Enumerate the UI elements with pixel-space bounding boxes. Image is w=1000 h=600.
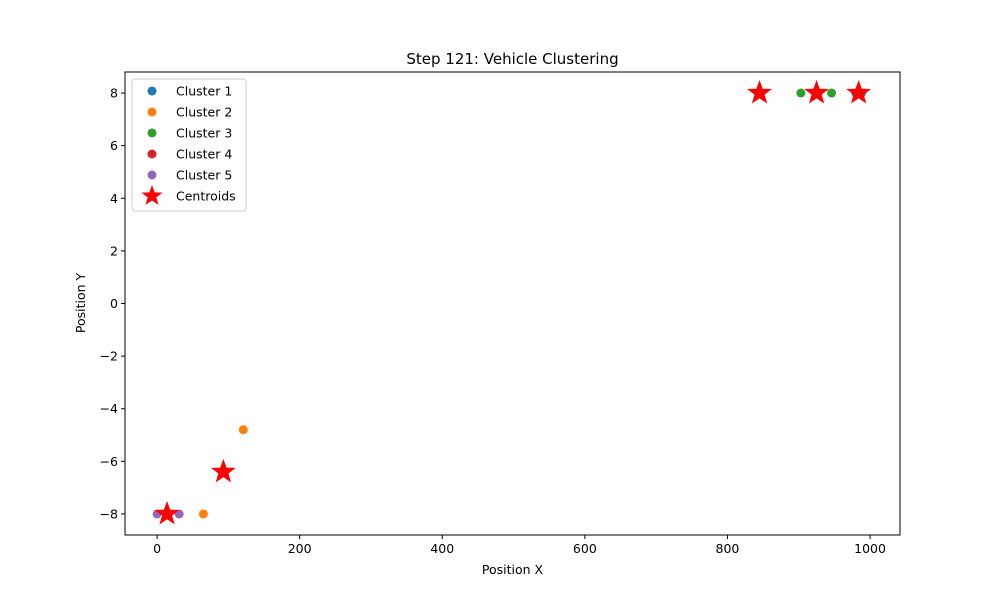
legend-box	[131, 78, 247, 212]
x-tick-label: 0	[153, 541, 161, 556]
legend-marker	[147, 86, 157, 96]
data-point-cluster-3	[796, 88, 806, 98]
legend-marker	[147, 170, 157, 180]
y-tick-label: −8	[100, 506, 118, 521]
y-tick-label: 4	[110, 191, 118, 206]
y-tick-label: 0	[110, 296, 118, 311]
centroid-marker	[211, 458, 236, 483]
legend: Cluster 1 Cluster 2 Cluster 3 Cluster 4 Clus…	[131, 78, 247, 212]
y-tick-label: −2	[100, 349, 118, 364]
x-tick-label: 800	[716, 541, 740, 556]
centroid-marker	[804, 80, 829, 104]
legend-label: Cluster 4	[176, 147, 232, 162]
chart-title: Step 121: Vehicle Clustering	[406, 50, 618, 68]
y-tick-label: 6	[110, 138, 118, 153]
centroid-marker	[747, 80, 772, 104]
legend-marker	[147, 128, 157, 138]
legend-label: Cluster 5	[176, 168, 232, 183]
legend-marker	[147, 107, 157, 117]
y-tick-label: −6	[100, 454, 118, 469]
data-point-cluster-3	[827, 88, 837, 98]
y-tick-label: 8	[110, 86, 118, 101]
y-axis-label: Position Y	[73, 272, 88, 333]
x-axis-label: Position X	[482, 562, 544, 577]
legend-marker	[147, 149, 157, 159]
axis-ticks: 0 200 400 600 800 1000 −8 −6 −4 −2 0 2 4 6 8	[100, 86, 886, 556]
x-tick-label: 1000	[854, 541, 886, 556]
legend-label: Cluster 3	[176, 126, 232, 141]
legend-label: Cluster 2	[176, 105, 232, 120]
x-tick-label: 600	[573, 541, 597, 556]
legend-marker	[141, 185, 163, 205]
x-tick-label: 200	[288, 541, 312, 556]
data-point-cluster-2	[198, 509, 208, 519]
x-tick-label: 400	[430, 541, 454, 556]
y-tick-label: −4	[100, 401, 118, 416]
y-tick-label: 2	[110, 243, 118, 258]
centroid-marker	[846, 80, 872, 104]
legend-label: Centroids	[176, 189, 236, 204]
centroid-marker	[154, 500, 180, 525]
legend-label: Cluster 1	[176, 84, 232, 99]
data-point-cluster-2	[238, 425, 248, 435]
